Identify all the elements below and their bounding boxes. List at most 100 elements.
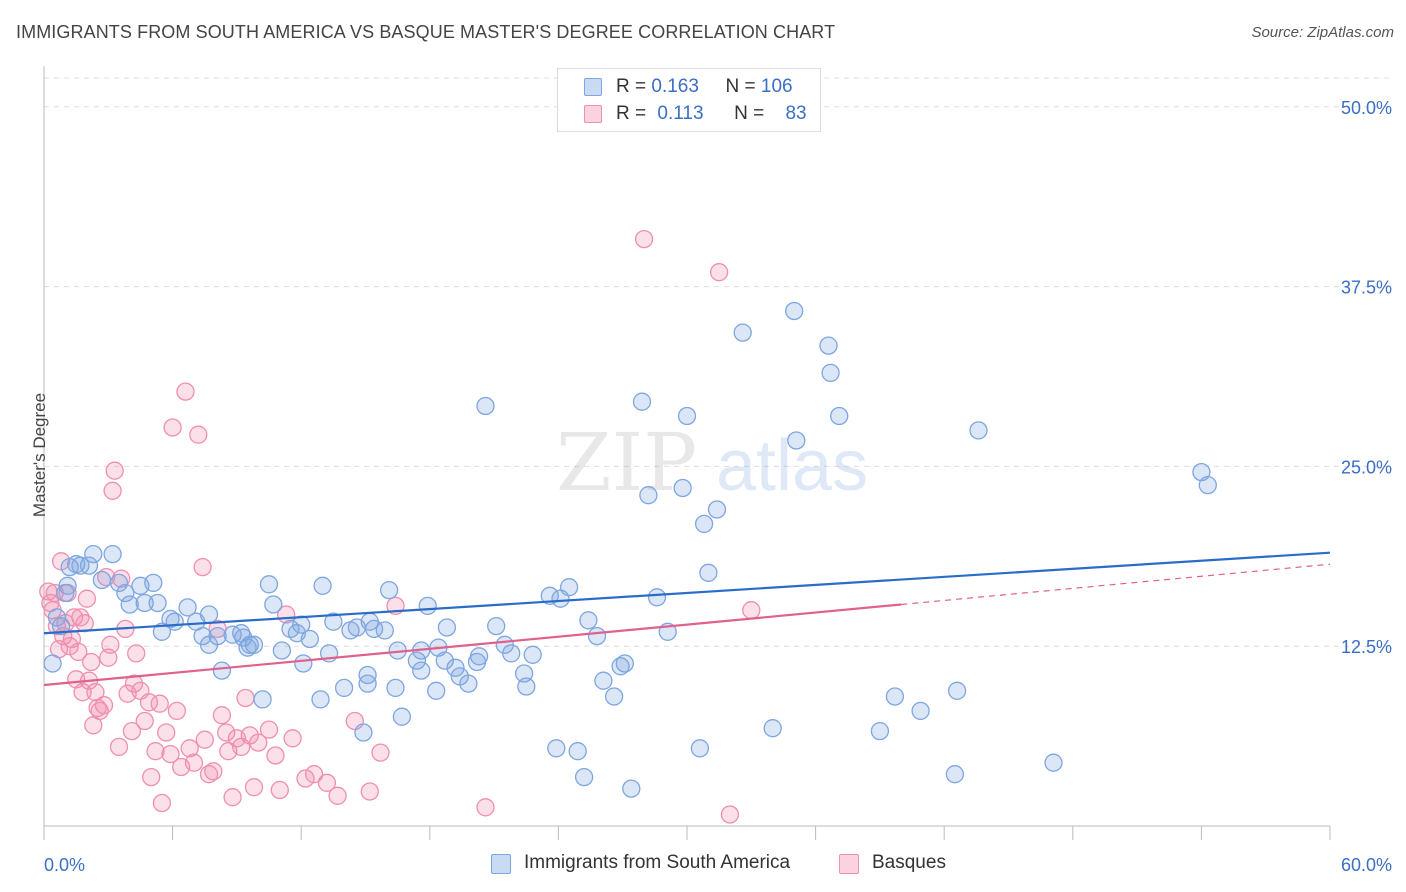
- point-basques: [223, 788, 242, 807]
- bottom-legend-swatch-pink: [839, 854, 859, 874]
- point-immigrants: [79, 556, 99, 575]
- point-immigrants: [690, 739, 710, 758]
- point-basques: [360, 782, 379, 801]
- legend-n-value: 83: [785, 103, 807, 124]
- y-tick-label: 37.5%: [1341, 278, 1392, 298]
- point-immigrants: [427, 681, 446, 700]
- point-basques: [86, 683, 105, 702]
- series-immigrants-points: [43, 301, 1217, 798]
- point-immigrants: [43, 654, 62, 673]
- point-immigrants: [47, 608, 67, 627]
- point-immigrants: [407, 651, 427, 670]
- point-immigrants: [324, 612, 343, 631]
- y-tick-label: 12.5%: [1341, 637, 1392, 657]
- legend-r-label: R =: [616, 103, 647, 124]
- point-immigrants: [677, 406, 697, 426]
- point-immigrants: [632, 392, 652, 411]
- point-basques: [236, 688, 255, 708]
- point-immigrants: [870, 721, 890, 741]
- point-immigrants: [435, 651, 454, 670]
- tick-labels: 12.5% 25.0% 37.5% 50.0% 0.0% 60.0%: [44, 98, 1392, 875]
- point-immigrants: [148, 593, 167, 613]
- legend-n-value: 106: [760, 76, 793, 97]
- point-basques: [217, 723, 236, 742]
- point-immigrants: [785, 301, 804, 321]
- point-basques: [176, 382, 195, 401]
- point-basques: [69, 642, 88, 662]
- point-basques: [127, 644, 146, 663]
- point-basques: [122, 721, 142, 741]
- point-immigrants: [707, 500, 727, 519]
- point-basques: [75, 614, 94, 633]
- point-immigrants: [615, 654, 634, 673]
- point-basques: [283, 729, 302, 748]
- point-immigrants: [459, 674, 478, 693]
- series-basques-points: [39, 229, 761, 824]
- watermark: ZIP atlas: [556, 416, 868, 509]
- point-immigrants: [212, 661, 232, 680]
- trend-line-immigrants: [43, 551, 1331, 635]
- point-immigrants: [144, 573, 163, 593]
- point-basques: [476, 798, 495, 817]
- point-immigrants: [787, 431, 806, 450]
- point-immigrants: [487, 616, 506, 636]
- point-basques: [328, 786, 347, 805]
- point-basques: [259, 720, 279, 739]
- point-immigrants: [885, 687, 905, 706]
- point-immigrants: [313, 576, 332, 595]
- point-immigrants: [178, 598, 197, 617]
- point-basques: [124, 674, 144, 693]
- point-basques: [266, 746, 285, 765]
- point-immigrants: [830, 406, 849, 426]
- point-immigrants: [911, 701, 930, 721]
- point-basques: [296, 769, 315, 788]
- point-immigrants: [56, 583, 75, 603]
- point-immigrants: [945, 765, 965, 784]
- point-immigrants: [819, 336, 838, 355]
- y-tick-label: 25.0%: [1341, 457, 1392, 477]
- point-basques: [82, 652, 101, 672]
- point-basques: [101, 635, 120, 654]
- point-immigrants: [392, 707, 412, 726]
- bottom-legend-label: Basques: [872, 852, 946, 873]
- point-immigrants: [234, 628, 253, 647]
- point-immigrants: [418, 596, 437, 616]
- point-immigrants: [272, 641, 292, 660]
- watermark-atlas: atlas: [716, 426, 868, 506]
- point-immigrants: [208, 626, 227, 646]
- point-basques: [184, 753, 204, 772]
- point-immigrants: [84, 544, 103, 564]
- x-tick-label: 0.0%: [44, 855, 85, 875]
- point-immigrants: [476, 396, 495, 416]
- point-immigrants: [379, 580, 399, 600]
- axes: [43, 66, 1331, 840]
- legend-text: R = 0.113 N = 83: [616, 103, 807, 125]
- point-immigrants: [1198, 475, 1217, 495]
- point-basques: [152, 793, 172, 813]
- point-immigrants: [412, 661, 431, 680]
- point-immigrants: [604, 687, 624, 706]
- point-basques: [163, 418, 182, 437]
- point-basques: [105, 461, 124, 480]
- point-immigrants: [109, 573, 129, 593]
- point-basques: [720, 805, 740, 824]
- point-immigrants: [517, 677, 536, 696]
- legend-r-label: R =: [616, 76, 647, 97]
- legend-swatch-pink: [584, 105, 602, 123]
- point-immigrants: [568, 742, 587, 761]
- point-immigrants: [199, 605, 219, 624]
- point-basques: [103, 481, 122, 500]
- correlation-legend: R = 0.163 N = 106 R = 0.113 N = 83: [557, 68, 821, 132]
- point-basques: [634, 229, 654, 249]
- point-immigrants: [547, 739, 566, 758]
- point-immigrants: [1044, 753, 1063, 772]
- point-immigrants: [587, 626, 607, 646]
- x-tick-label: 60.0%: [1341, 855, 1392, 875]
- legend-swatch-blue: [584, 78, 602, 96]
- point-immigrants: [821, 363, 840, 383]
- point-immigrants: [165, 612, 184, 631]
- point-immigrants: [259, 575, 279, 594]
- point-basques: [135, 711, 154, 731]
- trend-line-basques: [43, 603, 902, 687]
- point-basques: [157, 723, 176, 742]
